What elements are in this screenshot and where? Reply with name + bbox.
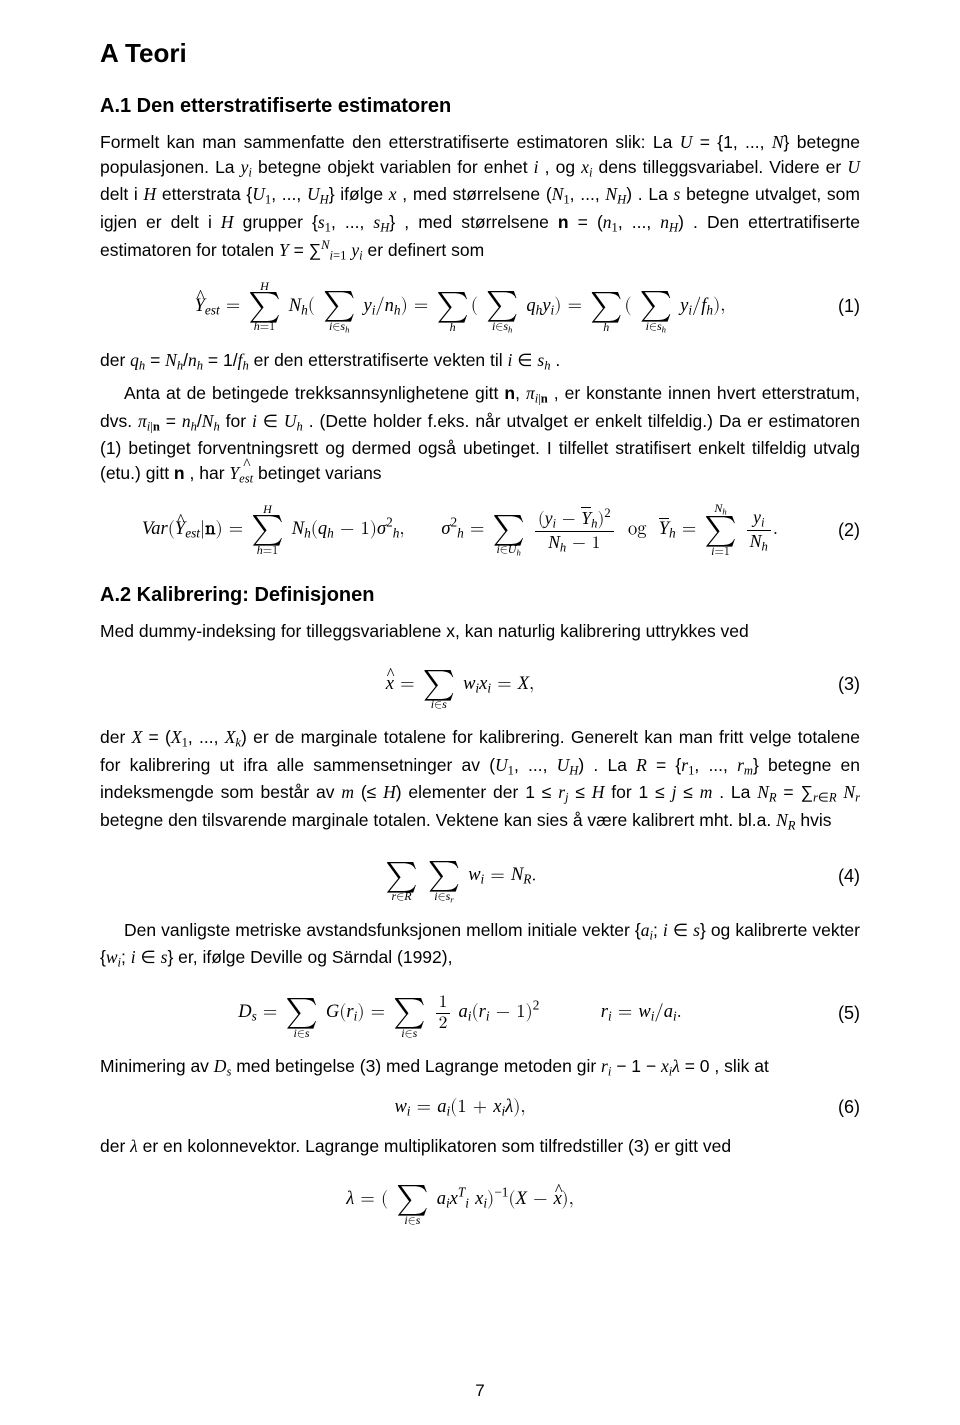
text: er den etterstratifiserte vekten til	[254, 350, 508, 370]
text: . La	[593, 755, 636, 775]
equation-5-number: (5)	[820, 1003, 860, 1024]
text: .	[555, 350, 560, 370]
a1-para2: der qh = Nh/nh = 1/fh er den etterstrati…	[100, 348, 860, 375]
equation-2: Var(Yest|n) = H∑h=1 Nh(qh − 1)σ2h, σ2h =…	[100, 502, 860, 558]
text: etterstrata	[162, 184, 247, 204]
text: . La	[638, 184, 674, 204]
a2-para5: der λ er en kolonnevektor. Lagrange mult…	[100, 1134, 860, 1159]
text: for	[226, 411, 252, 431]
a2-para4: Minimering av Ds med betingelse (3) med …	[100, 1054, 860, 1081]
a2-para3: Den vanligste metriske avstandsfunksjone…	[100, 918, 860, 973]
text: er definert som	[367, 240, 484, 260]
section-a1-heading: A.1 Den etterstratifiserte estimatoren	[100, 95, 860, 118]
text: der	[100, 727, 132, 747]
a2-para2: der X = (X1, ..., Xk) er de marginale to…	[100, 725, 860, 835]
equation-lambda: λ = ( ∑i∈s aixTi xi)−1(X − x ),	[100, 1173, 860, 1227]
text: hvis	[800, 810, 831, 830]
equation-3-body: x = ∑i∈s wixi = X,	[100, 658, 820, 712]
text: er en kolonnevektor. Lagrange multiplika…	[143, 1136, 731, 1156]
equation-4: ∑r∈R ∑i∈sr wi = NR. (4)	[100, 849, 860, 904]
text: grupper	[243, 212, 312, 232]
text: . La	[719, 782, 757, 802]
text: Formelt kan man sammenfatte den etterstr…	[100, 132, 680, 152]
a1-para1: Formelt kan man sammenfatte den etterstr…	[100, 130, 860, 265]
section-a2-heading: A.2 Kalibrering: Definisjonen	[100, 584, 860, 607]
text: er, ifølge Deville og Särndal (1992),	[178, 947, 452, 967]
equation-lambda-body: λ = ( ∑i∈s aixTi xi)−1(X − x ),	[100, 1173, 820, 1227]
text: med betingelse (3) med Lagrange metoden …	[236, 1056, 601, 1076]
equation-1-body: Yest = H∑h=1 Nh( ∑i∈sh yi/nh) = ∑h( ∑i∈s…	[100, 279, 820, 334]
text: , med størrelsene	[402, 184, 546, 204]
text: Den vanligste metriske avstandsfunksjone…	[124, 920, 635, 940]
page-number: 7	[0, 1381, 960, 1401]
equation-2-body: Var(Yest|n) = H∑h=1 Nh(qh − 1)σ2h, σ2h =…	[100, 502, 820, 558]
text: , og	[545, 157, 582, 177]
text: delt i	[100, 184, 144, 204]
equation-4-body: ∑r∈R ∑i∈sr wi = NR.	[100, 849, 820, 904]
equation-5: Ds = ∑i∈s G(ri) = ∑i∈s 12 ai(ri − 1)2 ri…	[100, 986, 860, 1040]
text: betinget varians	[258, 463, 382, 483]
text: elementer der	[408, 782, 525, 802]
text: , slik at	[714, 1056, 768, 1076]
a1-para3: Anta at de betingede trekksannsynlighete…	[100, 381, 860, 488]
text: dens tilleggsvariabel. Videre er	[599, 157, 848, 177]
equation-2-number: (2)	[820, 520, 860, 541]
equation-6-number: (6)	[820, 1097, 860, 1118]
equation-4-number: (4)	[820, 866, 860, 887]
text: Minimering av	[100, 1056, 214, 1076]
text: Anta at de betingede trekksannsynlighete…	[124, 383, 504, 403]
equation-1-number: (1)	[820, 296, 860, 317]
appendix-heading: A Teori	[100, 38, 860, 69]
text: betegne objekt variablen for enhet	[258, 157, 534, 177]
text: der	[100, 1136, 130, 1156]
equation-3-number: (3)	[820, 674, 860, 695]
text: betegne den tilsvarende marginale totale…	[100, 810, 776, 830]
a2-para1: Med dummy-indeksing for tilleggsvariable…	[100, 619, 860, 644]
equation-3: x = ∑i∈s wixi = X, (3)	[100, 658, 860, 712]
equation-5-body: Ds = ∑i∈s G(ri) = ∑i∈s 12 ai(ri − 1)2 ri…	[100, 986, 820, 1040]
page: A Teori A.1 Den etterstratifiserte estim…	[0, 0, 960, 1425]
equation-6-body: wi = ai(1 + xiλ),	[100, 1095, 820, 1120]
text: og kalibrerte vekter	[711, 920, 860, 940]
text: der	[100, 350, 130, 370]
equation-1: Yest = H∑h=1 Nh( ∑i∈sh yi/nh) = ∑h( ∑i∈s…	[100, 279, 860, 334]
text: for	[611, 782, 638, 802]
text: , med størrelsene	[404, 212, 558, 232]
text: ifølge	[340, 184, 389, 204]
equation-6: wi = ai(1 + xiλ), (6)	[100, 1095, 860, 1120]
